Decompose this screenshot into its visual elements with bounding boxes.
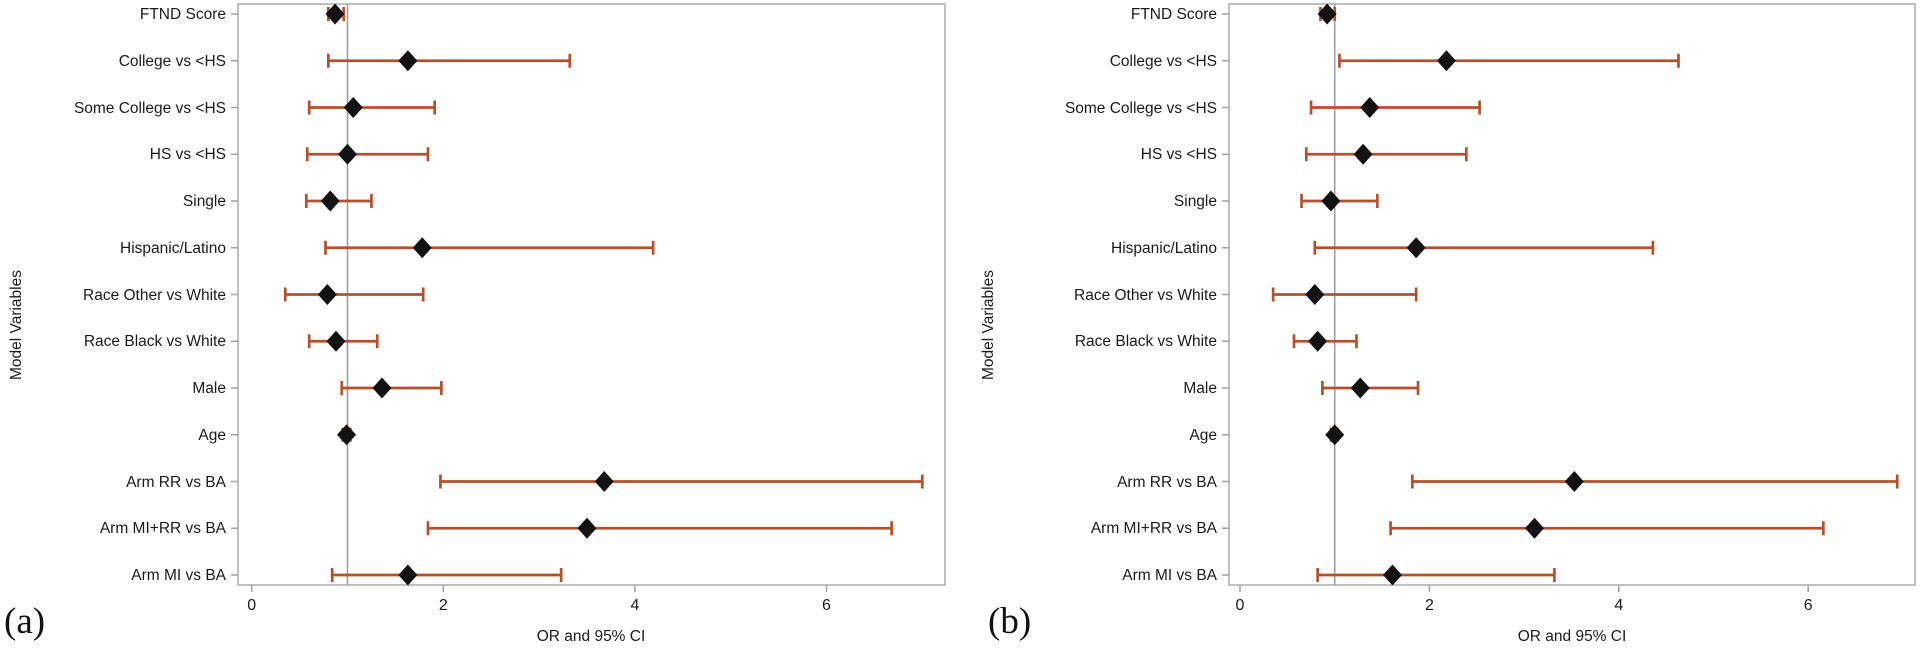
category-label: Race Other vs White (1074, 286, 1217, 304)
or-diamond-marker (1564, 471, 1584, 492)
x-tick-label: 0 (247, 597, 257, 614)
category-label: Some College vs <HS (1064, 99, 1217, 117)
category-label: Age (198, 426, 226, 444)
category-label: Race Black vs White (83, 333, 226, 351)
or-diamond-marker (1360, 97, 1380, 118)
or-diamond-marker (337, 424, 357, 446)
or-diamond-marker (398, 564, 418, 586)
category-label: Male (1183, 380, 1217, 397)
category-label: Age (1189, 426, 1217, 444)
or-diamond-marker (1317, 3, 1337, 25)
or-diamond-marker (594, 471, 614, 492)
category-label: Hispanic/Latino (1111, 239, 1217, 257)
category-label: FTND Score (139, 6, 226, 23)
x-tick-label: 4 (630, 597, 640, 614)
or-diamond-marker (343, 97, 363, 118)
or-diamond-marker (320, 190, 340, 212)
category-label: College vs <HS (1109, 52, 1217, 70)
category-label: Hispanic/Latino (120, 239, 226, 257)
category-label: Arm MI+RR vs BA (1090, 520, 1217, 538)
category-label: Arm MI vs BA (131, 567, 226, 584)
x-tick-label: 4 (1614, 597, 1624, 614)
or-diamond-marker (325, 3, 345, 25)
or-diamond-marker (1436, 50, 1456, 72)
panel-tag: (b) (988, 601, 1032, 642)
x-tick-label: 0 (1235, 597, 1245, 614)
or-diamond-marker (1382, 564, 1402, 586)
category-label: HS vs <HS (149, 146, 226, 164)
plot-area (231, 3, 946, 592)
category-label: Male (192, 380, 226, 397)
or-diamond-marker (1406, 237, 1426, 259)
or-diamond-marker (1305, 284, 1325, 305)
x-tick-label: 6 (1803, 597, 1813, 614)
or-diamond-marker (372, 377, 392, 399)
or-diamond-marker (1353, 143, 1373, 165)
x-tick-label: 2 (1424, 597, 1434, 614)
category-label: Single (1173, 193, 1217, 210)
or-diamond-marker (338, 143, 357, 165)
or-diamond-marker (1525, 517, 1545, 539)
or-diamond-marker (1308, 330, 1328, 352)
category-label: Arm RR vs BA (1117, 473, 1217, 491)
x-axis-title: OR and 95% CI (1517, 628, 1627, 645)
x-tick-label: 6 (822, 597, 831, 614)
category-label: Arm MI+RR vs BA (99, 520, 226, 538)
x-axis-title: OR and 95% CI (536, 628, 646, 645)
category-label: Some College vs <HS (73, 99, 226, 117)
forest-plot-panel-b: Model Variables FTND Score College vs <HS… (960, 0, 1920, 653)
or-diamond-marker (326, 330, 346, 352)
panel-tag: (a) (4, 601, 46, 642)
or-diamond-marker (577, 517, 597, 539)
category-label: HS vs <HS (1140, 146, 1217, 164)
category-label: Arm MI vs BA (1122, 567, 1217, 584)
or-diamond-marker (1321, 190, 1341, 212)
category-label: FTND Score (1130, 6, 1217, 23)
forest-plot-panel-a: Model Variables FTND Score College vs <HS… (4, 3, 946, 645)
category-label: Race Black vs White (1074, 333, 1217, 351)
or-diamond-marker (1350, 377, 1370, 399)
or-diamond-marker (412, 237, 432, 259)
category-label: Arm RR vs BA (126, 473, 226, 491)
category-label: Race Other vs White (83, 286, 226, 304)
or-diamond-marker (398, 50, 418, 72)
category-label: College vs <HS (118, 52, 226, 70)
category-label: Single (182, 193, 226, 210)
x-tick-label: 2 (438, 597, 448, 614)
or-diamond-marker (317, 284, 337, 305)
plot-area (1222, 3, 1916, 592)
or-diamond-marker (1325, 424, 1345, 446)
